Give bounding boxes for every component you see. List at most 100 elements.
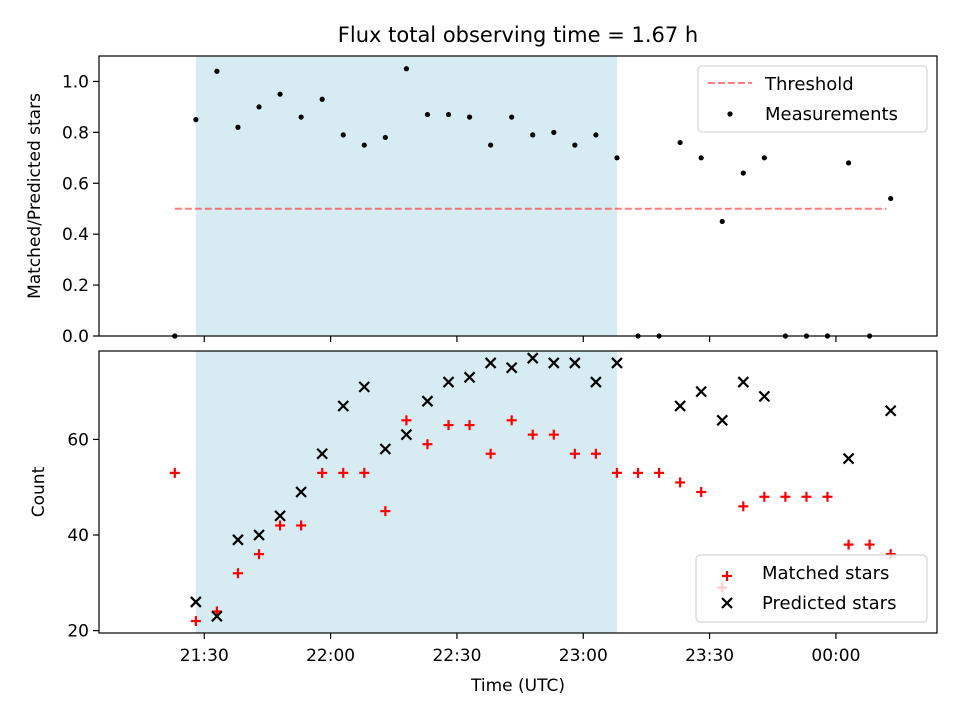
x-tick-label: 22:30 — [432, 646, 481, 666]
predicted-stars-point — [442, 376, 455, 388]
observing-window-shade — [195, 351, 617, 633]
matched-stars-point — [506, 415, 517, 426]
matched-stars-point — [169, 467, 180, 478]
predicted-stars-point — [484, 357, 497, 369]
measurement-point — [845, 160, 852, 166]
ratio-legend-frame — [697, 65, 928, 133]
measurement-point — [698, 155, 704, 161]
predicted-stars-point — [674, 400, 686, 412]
matched-stars-point — [801, 491, 812, 502]
matched-stars-point — [527, 429, 538, 440]
measurement-point — [572, 142, 578, 148]
measurement-point — [740, 170, 746, 176]
x-tick-label: 00:00 — [811, 646, 860, 666]
matched-stars-point — [443, 420, 454, 431]
matched-stars-point — [822, 491, 833, 502]
y-tick-label: 20 — [67, 622, 89, 642]
y-tick-label: 60 — [67, 430, 89, 450]
predicted-stars-point — [253, 529, 265, 541]
x-tick-label: 21:30 — [180, 646, 229, 666]
measurement-point — [277, 91, 283, 97]
y-tick-label: 0.2 — [62, 276, 89, 296]
measurement-point — [361, 142, 367, 148]
predicted-stars-point — [379, 443, 392, 455]
count-panel: 20 40 60 21:30 22:00 22:30 23:00 23:30 00:00 Cou… — [29, 350, 938, 696]
predicted-stars-point — [569, 357, 581, 369]
measurement-point — [214, 68, 220, 74]
y-tick-label: 0.4 — [62, 225, 89, 245]
predicted-stars-point — [737, 376, 750, 388]
predicted-stars-point — [590, 376, 602, 388]
matched-stars-point — [296, 520, 307, 531]
predicted-stars-point — [211, 610, 223, 623]
x-tick-label: 22:00 — [306, 646, 355, 666]
matched-stars-point — [338, 467, 349, 478]
measurement-point — [466, 114, 473, 120]
axes-frame — [98, 55, 938, 337]
ratio-legend: Threshold Measurements — [697, 65, 928, 133]
measurement-point — [340, 132, 346, 138]
matched-stars-point — [190, 616, 201, 627]
predicted-stars-point — [358, 381, 371, 393]
measurement-point — [761, 155, 767, 161]
legend-threshold-label: Threshold — [764, 74, 854, 95]
count-legend-frame — [695, 554, 928, 623]
matched-stars-point — [464, 420, 475, 431]
measurement-point — [888, 195, 894, 202]
matched-stars-point — [401, 415, 412, 426]
measurement-point — [298, 114, 304, 120]
predicted-stars-point — [463, 371, 476, 384]
predicted-stars-point — [190, 596, 202, 608]
ratio-panel: 0.0 0.2 0.4 0.6 0.8 1.0 Matched/Predicted sta… — [25, 55, 938, 347]
measurement-point — [719, 218, 725, 225]
count-y-axis-label: Count — [29, 466, 49, 517]
measurement-point — [319, 96, 325, 102]
measurement-point — [424, 111, 431, 118]
predicted-stars-point — [274, 510, 286, 522]
legend-matched-swatch — [722, 571, 732, 581]
predicted-stars-point — [716, 414, 729, 427]
measurement-point — [445, 111, 452, 118]
y-tick-label: 0.8 — [62, 123, 89, 143]
matched-stars-point — [590, 448, 601, 459]
predicted-stars-point — [611, 357, 623, 369]
axes-frame — [98, 350, 938, 634]
matched-stars-point — [843, 539, 854, 550]
predicted-stars-point — [884, 404, 897, 417]
matched-stars-point — [380, 506, 391, 517]
matched-stars-point — [738, 501, 749, 512]
x-tick-label: 23:00 — [559, 646, 608, 666]
ratio-y-axis-label: Matched/Predicted stars — [25, 93, 45, 299]
count-legend: Matched stars Predicted stars — [695, 554, 928, 623]
legend-matched-label: Matched stars — [762, 563, 889, 584]
measurement-point — [488, 142, 494, 148]
observing-window-shade — [195, 56, 617, 336]
predicted-stars-point — [505, 361, 518, 374]
predicted-stars-point — [421, 395, 434, 407]
matched-stars-point — [780, 491, 791, 502]
x-tick-label: 23:30 — [685, 646, 734, 666]
matched-stars-point — [654, 467, 665, 478]
matched-stars-point — [864, 539, 875, 550]
measurement-point — [614, 155, 620, 161]
matched-stars-point — [359, 467, 370, 478]
matched-stars-point — [422, 439, 433, 450]
predicted-stars-point — [695, 385, 707, 398]
predicted-stars-point — [337, 400, 350, 412]
predicted-stars-point — [842, 452, 855, 465]
measurement-point — [551, 129, 557, 135]
y-tick-label: 0.6 — [62, 174, 89, 194]
legend-measurements-swatch — [727, 111, 733, 117]
predicted-stars-point — [526, 352, 539, 364]
measurement-point — [235, 124, 241, 130]
matched-stars-point — [759, 491, 770, 502]
matched-stars-point — [232, 568, 243, 579]
matched-stars-point — [485, 448, 496, 459]
y-tick-label: 0.0 — [62, 327, 89, 347]
y-tick-label: 1.0 — [62, 72, 89, 92]
x-axis-label: Time (UTC) — [470, 676, 565, 696]
chart-title: Flux total observing time = 1.67 h — [338, 23, 698, 47]
matched-stars-point — [254, 549, 265, 560]
matched-stars-point — [696, 487, 707, 497]
